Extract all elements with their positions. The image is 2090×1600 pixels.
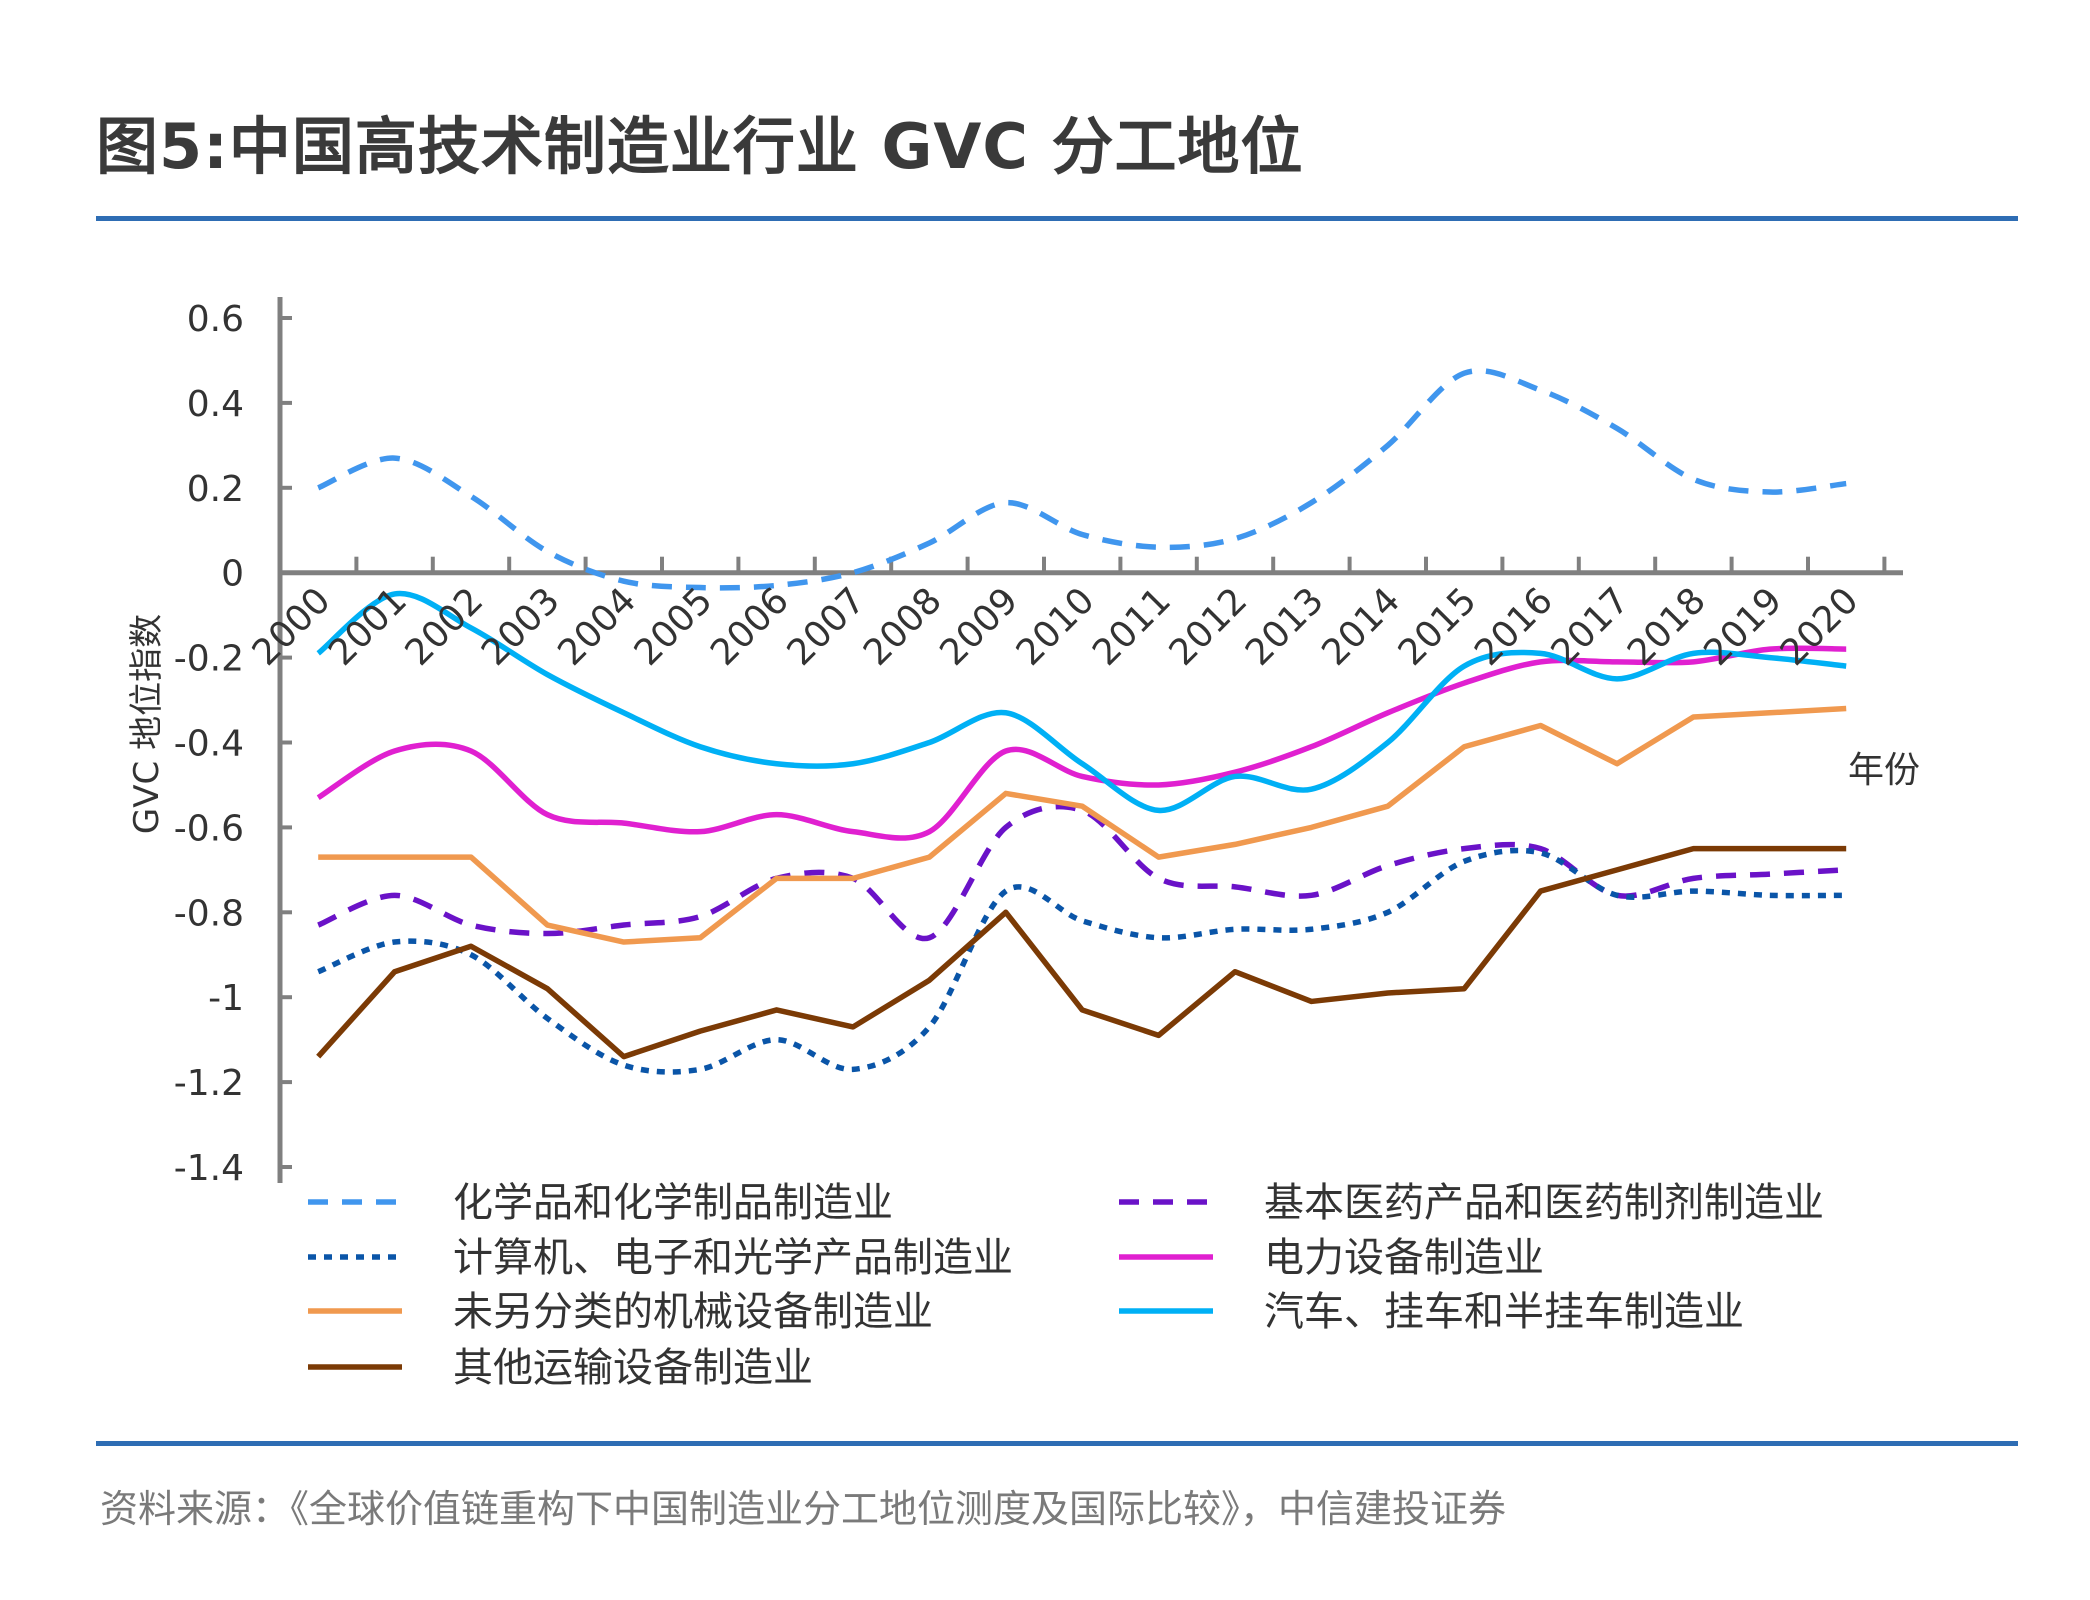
x-tick-label: 2008: [856, 580, 950, 674]
legend-label: 电力设备制造业: [1264, 1235, 1544, 1281]
legend-item: 基本医药产品和医药制剂制造业: [1119, 1180, 1824, 1226]
x-tick-label: 2000: [245, 580, 339, 674]
legend-label: 汽车、挂车和半挂车制造业: [1264, 1289, 1744, 1335]
y-tick-label: -1.2: [174, 1063, 244, 1104]
series-line-6: [316, 845, 1847, 1060]
axes: [277, 297, 1903, 1183]
x-tick-label: 2013: [1238, 580, 1332, 674]
series-line-3: [316, 645, 1847, 841]
y-tick-label: -1.4: [174, 1148, 244, 1189]
y-tick-label: -0.4: [174, 724, 244, 765]
x-tick-label: 2020: [1773, 580, 1867, 674]
x-axis-label: 年份: [1848, 750, 1920, 791]
legend-label: 计算机、电子和光学产品制造业: [453, 1235, 1013, 1281]
y-tick-label: 0.6: [187, 299, 244, 340]
legend-item: 汽车、挂车和半挂车制造业: [1119, 1289, 1744, 1335]
x-tick-label: 2007: [780, 580, 874, 674]
x-tick-label: 2005: [627, 580, 721, 674]
bottom-divider: [96, 1441, 2018, 1446]
legend-item: 化学品和化学制品制造业: [308, 1180, 893, 1226]
series-line-4: [318, 705, 1847, 945]
series-layer: [316, 367, 1847, 1075]
y-tick-label: 0: [221, 554, 244, 595]
y-tick-label: -0.2: [174, 639, 244, 680]
source-note: 资料来源：《全球价值链重构下中国制造业分工地位测度及国际比较》，中信建投证券: [100, 1487, 1507, 1531]
series-line-2: [317, 847, 1847, 1075]
x-tick-label: 2006: [703, 580, 797, 674]
series-line-1: [317, 803, 1847, 942]
x-tick-label: 2009: [932, 580, 1026, 674]
series-line-0: [317, 367, 1847, 591]
y-tick-label: -0.8: [174, 893, 244, 934]
legend-label: 其他运输设备制造业: [453, 1345, 813, 1391]
legend-item: 计算机、电子和光学产品制造业: [308, 1235, 1013, 1281]
legend-item: 其他运输设备制造业: [308, 1345, 813, 1391]
top-divider: [96, 216, 2018, 221]
legend-label: 未另分类的机械设备制造业: [453, 1289, 933, 1335]
legend-label: 基本医药产品和医药制剂制造业: [1264, 1180, 1824, 1226]
y-tick-label: -0.6: [174, 808, 244, 849]
y-tick-label: 0.4: [187, 384, 244, 425]
page-title: 图5:中国高技术制造业行业 GVC 分工地位: [96, 110, 1304, 183]
y-axis-label: GVC 地位指数: [127, 614, 167, 834]
series-line-5: [316, 590, 1847, 814]
x-tick-label: 2004: [550, 580, 644, 674]
x-tick-label: 2014: [1314, 580, 1408, 674]
legend-item: 电力设备制造业: [1119, 1235, 1544, 1281]
x-tick-label: 2011: [1085, 580, 1179, 674]
y-tick-label: -1: [208, 978, 244, 1019]
x-tick-label: 2012: [1162, 580, 1256, 674]
y-tick-label: 0.2: [187, 469, 244, 510]
x-tick-label: 2010: [1009, 580, 1103, 674]
legend-label: 化学品和化学制品制造业: [453, 1180, 893, 1226]
legend-item: 未另分类的机械设备制造业: [308, 1289, 933, 1335]
